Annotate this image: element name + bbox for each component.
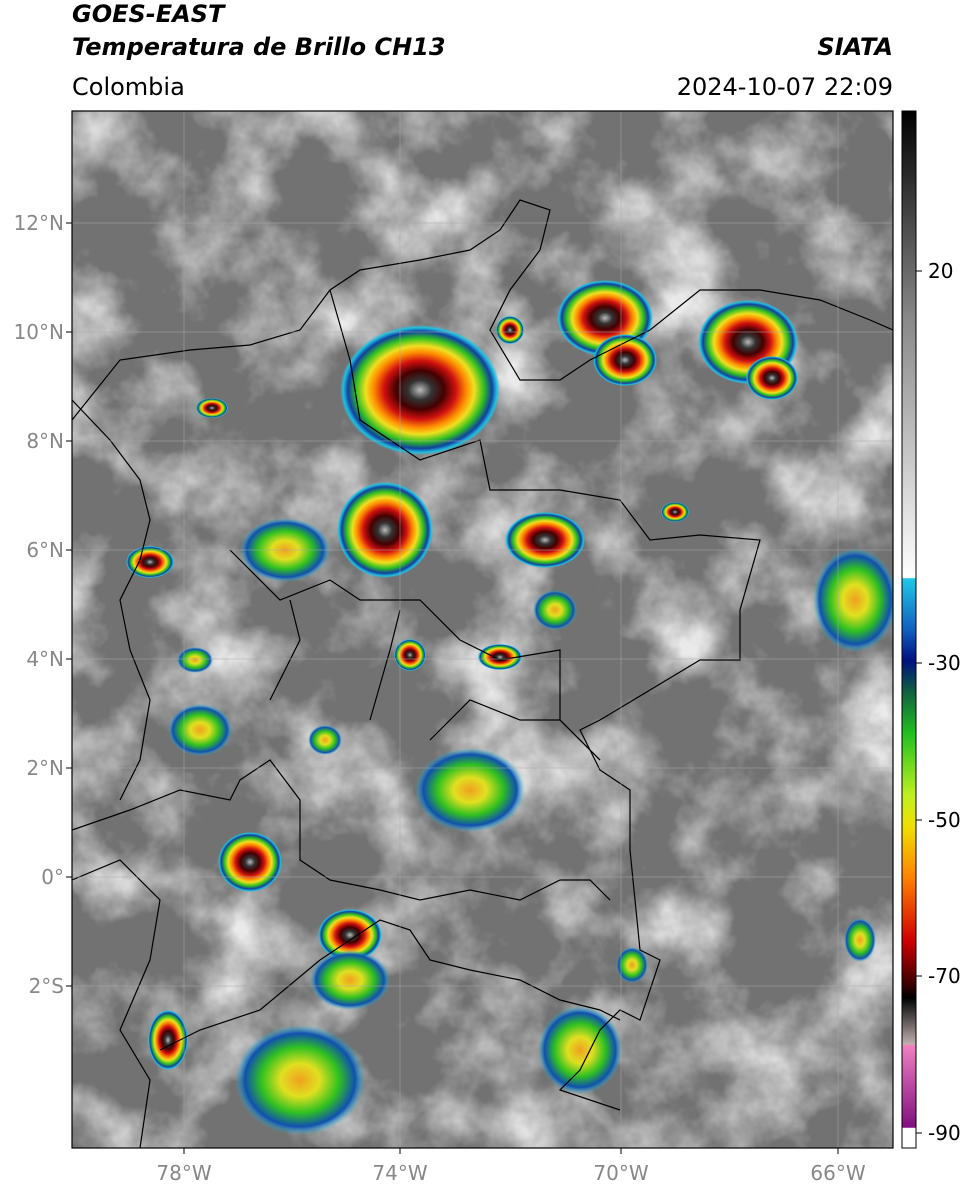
cloud-top	[813, 548, 893, 652]
lat-tick-label: 10°N	[14, 320, 64, 344]
colorbar-tick-label: 20	[928, 259, 953, 283]
cloud-top	[196, 398, 228, 418]
colorbar	[901, 110, 917, 1149]
lat-tick-label: 6°N	[26, 538, 64, 562]
cloud-top	[148, 1010, 188, 1070]
cloud-top	[337, 482, 433, 578]
cloud-top	[126, 546, 174, 578]
lat-tick-label: 2°N	[26, 756, 64, 780]
source-label: SIATA	[817, 33, 893, 61]
cloud-top	[538, 1006, 622, 1094]
colorbar-tick-label: -70	[928, 964, 961, 988]
cloud-top	[394, 639, 426, 671]
cloud-top	[478, 644, 522, 670]
cloud-top	[661, 502, 689, 522]
datetime-label: 2024-10-07 22:09	[677, 73, 893, 101]
cloud-top	[505, 512, 585, 568]
cloud-top	[218, 832, 282, 892]
lon-tick-label: 70°W	[593, 1161, 648, 1185]
cloud-top	[746, 356, 798, 400]
colorbar-tick-label: -30	[928, 651, 961, 675]
cloud-top	[496, 316, 524, 344]
region-label: Colombia	[72, 73, 185, 101]
satellite-image	[72, 111, 893, 1148]
lon-tick-label: 74°W	[372, 1161, 427, 1185]
cloud-top	[533, 590, 577, 630]
cloud-top	[844, 918, 876, 962]
lon-tick-label: 78°W	[156, 1161, 211, 1185]
cloud-top	[235, 1025, 365, 1135]
cloud-top	[168, 704, 232, 756]
lon-tick-label: 66°W	[810, 1161, 865, 1185]
cloud-top	[308, 725, 342, 755]
cloud-top	[593, 334, 657, 386]
lat-tick-label: 12°N	[14, 211, 64, 235]
lat-tick-label: 8°N	[26, 429, 64, 453]
colorbar-tick-label: -50	[928, 808, 961, 832]
product-title: Temperatura de Brillo CH13	[72, 33, 446, 61]
cloud-top	[318, 909, 382, 961]
lat-tick-label: 2°S	[29, 974, 64, 998]
lat-tick-label: 0°	[41, 865, 64, 889]
cloud-top	[177, 647, 213, 673]
cloud-top	[616, 947, 648, 983]
cloud-top	[310, 950, 390, 1010]
map-frame	[71, 110, 894, 1149]
cloud-top	[415, 748, 525, 832]
satellite-title: GOES-EAST	[72, 0, 226, 28]
cloud-top	[340, 325, 500, 455]
colorbar-tick-label: -90	[928, 1121, 961, 1145]
lat-tick-label: 4°N	[26, 647, 64, 671]
